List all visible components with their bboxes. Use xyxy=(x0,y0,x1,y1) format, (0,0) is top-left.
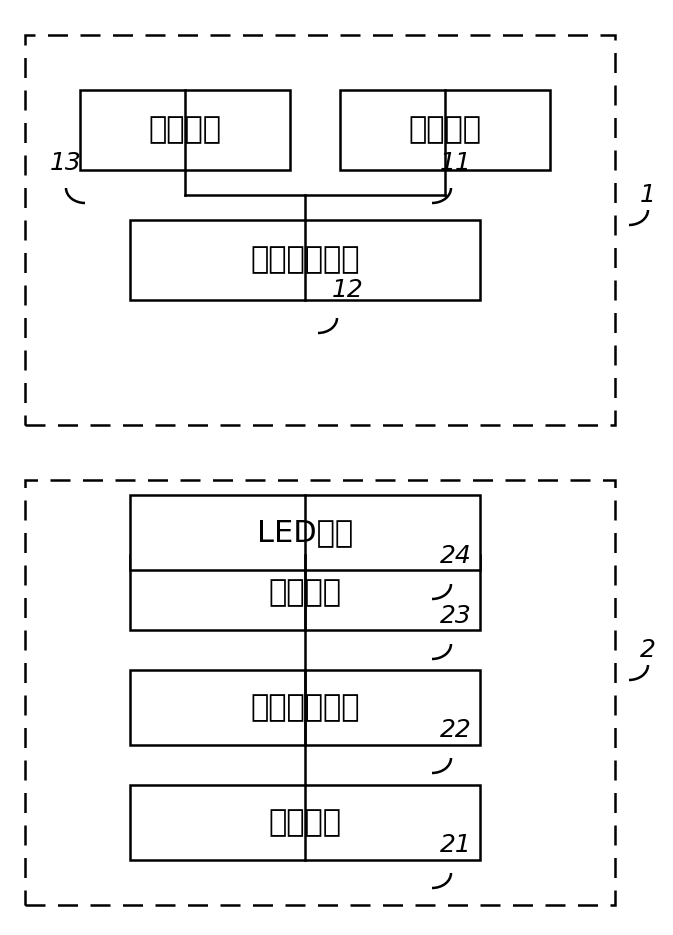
Text: 13: 13 xyxy=(50,151,81,175)
Text: 分组模块: 分组模块 xyxy=(409,116,481,145)
Text: 1: 1 xyxy=(640,183,656,207)
Text: 24: 24 xyxy=(440,544,472,568)
Text: 发射模块: 发射模块 xyxy=(149,116,221,145)
Text: 12: 12 xyxy=(332,278,363,302)
Bar xyxy=(80,90,290,170)
Bar xyxy=(25,480,615,905)
Bar xyxy=(130,555,480,630)
Text: 23: 23 xyxy=(440,604,472,628)
Text: LED光源: LED光源 xyxy=(257,518,353,547)
Text: 接收模块: 接收模块 xyxy=(269,808,341,837)
Text: 21: 21 xyxy=(440,833,472,857)
Text: 第一控制模块: 第一控制模块 xyxy=(250,246,360,275)
Bar xyxy=(130,785,480,860)
Bar xyxy=(340,90,550,170)
Bar xyxy=(25,35,615,425)
Text: 2: 2 xyxy=(640,638,656,662)
Text: 第二控制模块: 第二控制模块 xyxy=(250,693,360,722)
Bar xyxy=(130,670,480,745)
Bar xyxy=(130,495,480,570)
Bar xyxy=(130,220,480,300)
Text: 11: 11 xyxy=(440,151,472,175)
Text: 驱动模块: 驱动模块 xyxy=(269,578,341,607)
Text: 22: 22 xyxy=(440,718,472,742)
